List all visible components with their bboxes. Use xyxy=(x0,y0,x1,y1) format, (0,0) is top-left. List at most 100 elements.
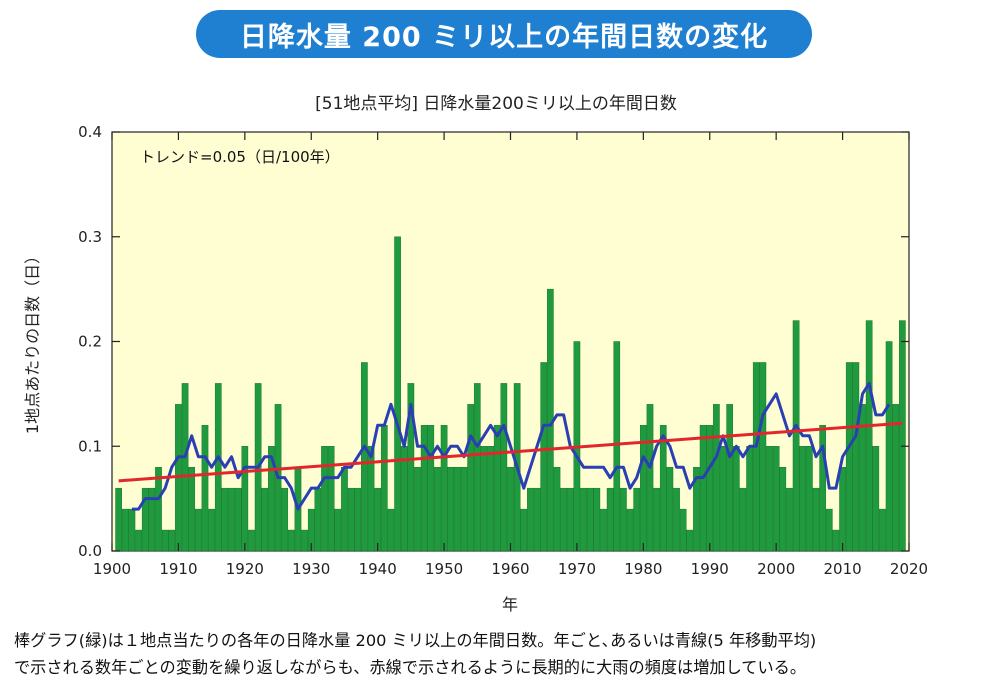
bar-1915 xyxy=(208,508,215,552)
bar-2007 xyxy=(819,425,826,552)
bar-2014 xyxy=(865,320,873,552)
bar-1998 xyxy=(759,362,767,552)
bar-1997 xyxy=(752,362,760,552)
bar-2008 xyxy=(825,508,833,552)
bar-1992 xyxy=(719,446,727,552)
bar-1916 xyxy=(214,383,222,552)
bar-2005 xyxy=(806,446,813,552)
bar-1924 xyxy=(268,446,275,552)
bar-1939 xyxy=(367,446,375,552)
bar-1960 xyxy=(507,467,514,552)
bar-2006 xyxy=(812,487,820,552)
bar-1904 xyxy=(135,529,142,552)
bar-1946 xyxy=(414,467,421,552)
bar-2018 xyxy=(892,404,900,552)
bar-1967 xyxy=(553,467,561,552)
trend-annotation: トレンド=0.05（日/100年） xyxy=(140,148,340,166)
y-tick-label-0.0: 0.0 xyxy=(78,542,102,560)
x-tick-label-1930: 1930 xyxy=(292,560,330,578)
bar-1945 xyxy=(407,383,415,552)
bar-1901 xyxy=(115,487,122,552)
bar-2009 xyxy=(832,529,840,552)
bar-1996 xyxy=(746,446,753,552)
bar-1920 xyxy=(241,446,249,552)
bar-1940 xyxy=(374,487,381,552)
bar-1918 xyxy=(228,487,235,552)
bar-2015 xyxy=(872,446,880,552)
bar-1906 xyxy=(148,487,156,552)
x-tick-label-1990: 1990 xyxy=(691,560,729,578)
bar-1931 xyxy=(314,487,322,552)
bar-1927 xyxy=(288,529,295,552)
x-axis-label: 年 xyxy=(502,595,518,614)
bar-2012 xyxy=(852,362,860,552)
bar-1926 xyxy=(281,487,289,552)
bar-1978 xyxy=(626,508,634,552)
bar-1959 xyxy=(500,383,508,552)
x-tick-label-1910: 1910 xyxy=(159,560,197,578)
bar-1942 xyxy=(387,508,395,552)
bar-1921 xyxy=(248,529,255,552)
bar-1949 xyxy=(434,467,441,552)
bar-1975 xyxy=(606,487,614,552)
bar-1937 xyxy=(354,487,362,552)
banner-title: 日降水量 200 ミリ以上の年間日数の変化 xyxy=(196,10,812,58)
bar-1983 xyxy=(659,425,667,552)
x-tick-label-1980: 1980 xyxy=(624,560,662,578)
caption: 棒グラフ(緑)は１地点当たりの各年の日降水量 200 ミリ以上の年間日数。年ごと… xyxy=(14,627,999,681)
bar-1944 xyxy=(400,446,408,552)
bar-1981 xyxy=(646,404,654,552)
bar-1984 xyxy=(666,467,674,552)
bar-1971 xyxy=(580,487,587,552)
bar-1929 xyxy=(301,529,308,552)
chart: [51地点平均] 日降水量200ミリ以上の年間日数 1900 1910 1920 19… xyxy=(23,94,928,614)
bar-1948 xyxy=(427,425,435,552)
bar-1908 xyxy=(161,529,169,552)
bar-2004 xyxy=(799,446,807,552)
bar-1905 xyxy=(141,487,149,552)
bar-1986 xyxy=(679,508,687,552)
x-tick-label-1900: 1900 xyxy=(93,560,131,578)
bar-1977 xyxy=(620,487,627,552)
bar-1936 xyxy=(347,487,355,552)
bar-1980 xyxy=(640,425,647,552)
bar-2000 xyxy=(772,446,780,552)
bar-1990 xyxy=(706,425,714,552)
bar-1953 xyxy=(460,467,468,552)
line-group xyxy=(118,381,903,511)
bar-1909 xyxy=(168,529,176,552)
bar-2003 xyxy=(792,320,800,552)
bar-1938 xyxy=(361,362,368,552)
bar-2002 xyxy=(786,487,793,552)
bar-2017 xyxy=(885,341,893,552)
caption-line-1: 棒グラフ(緑)は１地点当たりの各年の日降水量 200 ミリ以上の年間日数。年ごと… xyxy=(14,631,817,650)
bar-1902 xyxy=(121,508,129,552)
bar-1969 xyxy=(566,487,574,552)
bar-1957 xyxy=(487,446,494,552)
bar-1976 xyxy=(613,341,621,552)
bar-1979 xyxy=(633,487,641,552)
bar-1999 xyxy=(766,446,773,552)
bar-1913 xyxy=(195,508,202,552)
bar-1923 xyxy=(261,487,269,552)
bar-1972 xyxy=(586,487,594,552)
bar-1973 xyxy=(593,487,601,552)
bar-1941 xyxy=(380,425,388,552)
bar-2016 xyxy=(879,508,886,552)
caption-line-2: で示される数年ごとの変動を繰り返しながらも、赤線で示されるように長期的に大雨の頻… xyxy=(14,658,807,677)
x-tick-label-1970: 1970 xyxy=(558,560,596,578)
y-tick-label-0.1: 0.1 xyxy=(78,437,102,455)
bar-1911 xyxy=(181,383,189,552)
x-tick-label-2020: 2020 xyxy=(890,560,928,578)
bar-1903 xyxy=(128,508,136,552)
bar-1935 xyxy=(341,467,348,552)
bar-1943 xyxy=(394,236,401,552)
bar-1955 xyxy=(473,383,481,552)
x-tick-label-2010: 2010 xyxy=(823,560,861,578)
y-tick-label-0.2: 0.2 xyxy=(78,333,102,351)
bar-1954 xyxy=(467,404,474,552)
bar-1914 xyxy=(201,425,209,552)
chart-title: [51地点平均] 日降水量200ミリ以上の年間日数 xyxy=(315,94,677,114)
bar-2001 xyxy=(779,467,787,552)
bar-1991 xyxy=(713,404,720,552)
